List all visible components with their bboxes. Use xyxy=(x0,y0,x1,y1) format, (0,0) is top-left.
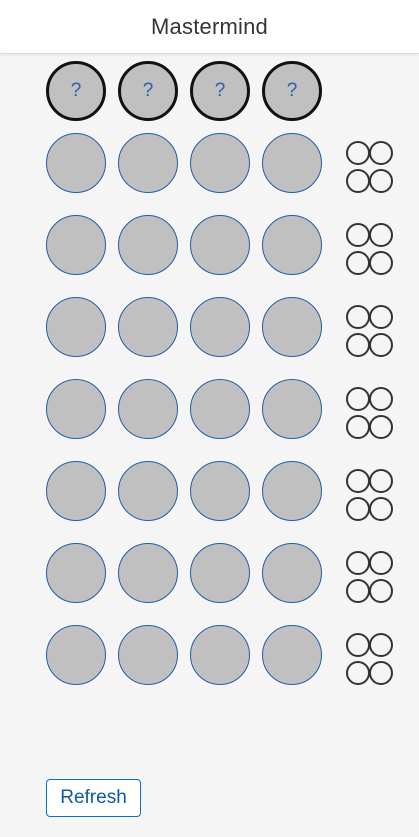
hint-peg xyxy=(346,141,370,165)
guess-peg-slot[interactable] xyxy=(190,297,250,357)
hint-peg xyxy=(346,333,370,357)
hint-peg xyxy=(369,305,393,329)
hint-peg xyxy=(369,169,393,193)
hint-peg xyxy=(369,141,393,165)
guess-peg-slot[interactable] xyxy=(118,133,178,193)
guess-peg-slot[interactable] xyxy=(190,379,250,439)
hint-peg xyxy=(346,223,370,247)
hidden-mark: ? xyxy=(214,80,226,101)
hint-peg xyxy=(369,387,393,411)
guess-peg-slot[interactable] xyxy=(118,379,178,439)
guess-peg-slot[interactable] xyxy=(262,215,322,275)
guess-peg-slot[interactable] xyxy=(262,461,322,521)
guess-peg-slot[interactable] xyxy=(46,133,106,193)
guess-peg-slot[interactable] xyxy=(262,297,322,357)
hint-peg xyxy=(346,497,370,521)
refresh-button[interactable]: Refresh xyxy=(46,779,141,817)
hint-peg xyxy=(346,469,370,493)
guess-peg-slot[interactable] xyxy=(118,215,178,275)
hint-peg xyxy=(346,661,370,685)
hint-peg xyxy=(369,251,393,275)
guess-peg-slot[interactable] xyxy=(46,461,106,521)
guess-peg-slot[interactable] xyxy=(190,215,250,275)
guess-peg-slot[interactable] xyxy=(262,625,322,685)
guess-peg-slot[interactable] xyxy=(118,543,178,603)
hint-peg xyxy=(346,169,370,193)
guess-peg-slot[interactable] xyxy=(46,215,106,275)
secret-peg: ? xyxy=(262,61,322,121)
hidden-mark: ? xyxy=(142,80,154,101)
hint-peg xyxy=(346,633,370,657)
hint-peg xyxy=(346,305,370,329)
guess-peg-slot[interactable] xyxy=(46,625,106,685)
guess-peg-slot[interactable] xyxy=(118,297,178,357)
secret-peg: ? xyxy=(46,61,106,121)
hint-peg xyxy=(369,469,393,493)
hint-peg xyxy=(346,551,370,575)
guess-peg-slot[interactable] xyxy=(262,543,322,603)
hint-peg xyxy=(369,551,393,575)
guess-peg-slot[interactable] xyxy=(46,543,106,603)
guess-peg-slot[interactable] xyxy=(190,543,250,603)
guess-peg-slot[interactable] xyxy=(262,133,322,193)
hint-peg xyxy=(369,633,393,657)
hidden-mark: ? xyxy=(286,80,298,101)
hint-peg xyxy=(369,333,393,357)
page-title: Mastermind xyxy=(151,13,268,39)
hint-peg xyxy=(346,415,370,439)
hint-peg xyxy=(346,251,370,275)
guess-peg-slot[interactable] xyxy=(118,461,178,521)
guess-peg-slot[interactable] xyxy=(118,625,178,685)
guess-peg-slot[interactable] xyxy=(190,625,250,685)
guess-peg-slot[interactable] xyxy=(190,461,250,521)
guess-peg-slot[interactable] xyxy=(46,379,106,439)
hint-peg xyxy=(369,415,393,439)
app-header: Mastermind xyxy=(0,0,419,54)
hint-peg xyxy=(369,497,393,521)
guess-peg-slot[interactable] xyxy=(262,379,322,439)
secret-peg: ? xyxy=(190,61,250,121)
secret-peg: ? xyxy=(118,61,178,121)
hint-peg xyxy=(346,579,370,603)
hint-peg xyxy=(369,223,393,247)
guess-peg-slot[interactable] xyxy=(46,297,106,357)
hint-peg xyxy=(369,661,393,685)
hint-peg xyxy=(369,579,393,603)
hint-peg xyxy=(346,387,370,411)
hidden-mark: ? xyxy=(70,80,82,101)
guess-peg-slot[interactable] xyxy=(190,133,250,193)
